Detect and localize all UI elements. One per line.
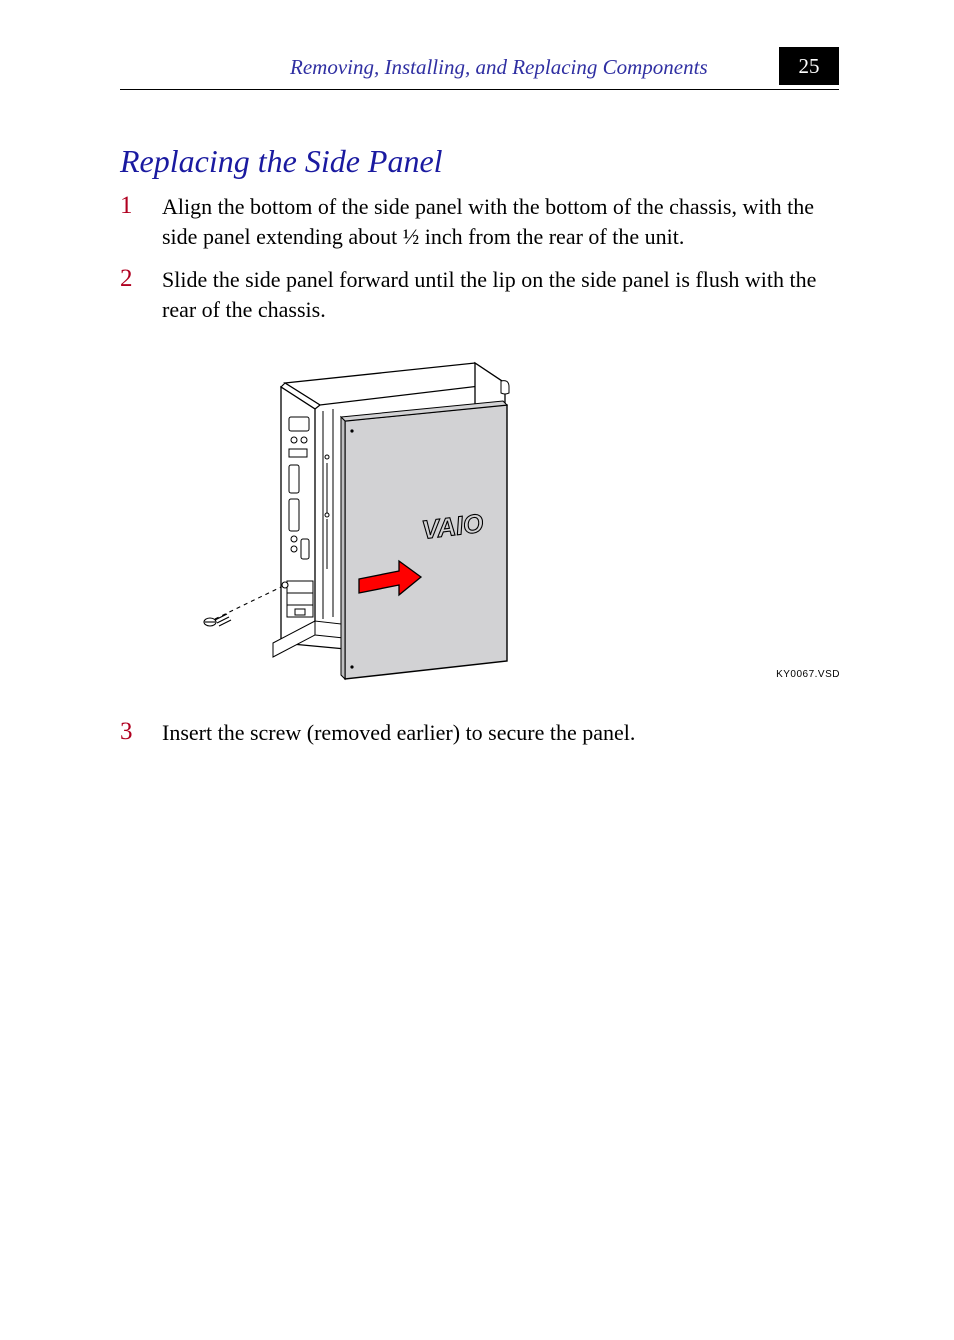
step-item: 1 Align the bottom of the side panel wit… [120,192,839,251]
tower-illustration: VAIO [155,343,575,693]
step-text: Align the bottom of the side panel with … [162,192,839,251]
header-rule [120,89,839,90]
step-text: Slide the side panel forward until the l… [162,265,839,324]
section-heading: Replacing the Side Panel [120,143,839,180]
figure-credit: KY0067.VSD [776,669,840,680]
screw-icon [204,582,288,626]
header-title: Removing, Installing, and Replacing Comp… [290,55,708,80]
figure: VAIO [120,343,840,708]
step-number: 3 [120,718,162,748]
step-number: 2 [120,265,162,324]
page-header: Removing, Installing, and Replacing Comp… [120,55,839,95]
step-item: 3 Insert the screw (removed earlier) to … [120,718,839,748]
steps-list: 1 Align the bottom of the side panel wit… [120,192,839,747]
step-text: Insert the screw (removed earlier) to se… [162,718,839,748]
page-root: Removing, Installing, and Replacing Comp… [0,0,954,1340]
step-number: 1 [120,192,162,251]
step-item: 2 Slide the side panel forward until the… [120,265,839,324]
page-number: 25 [779,47,839,85]
